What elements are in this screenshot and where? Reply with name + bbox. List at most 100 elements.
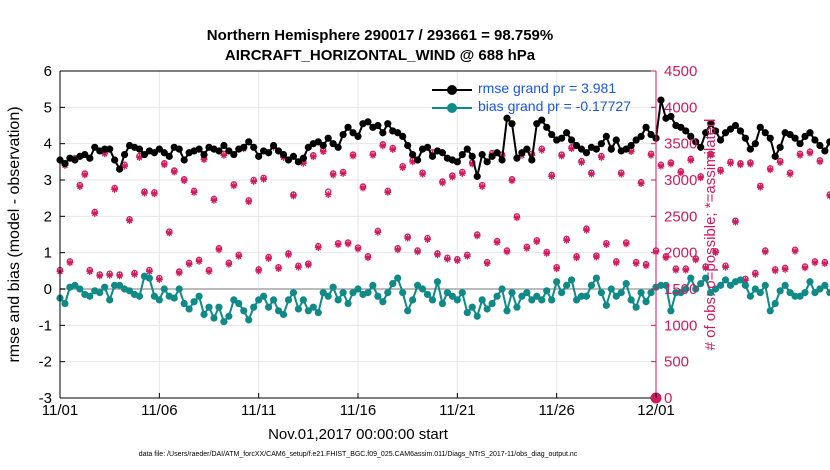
y-tick-label: -2 [39, 354, 52, 371]
obs-assimilated-marker [493, 239, 501, 246]
rmse-marker [687, 132, 695, 140]
bias-marker [250, 303, 258, 311]
y2-tick-label: 1000 [664, 317, 697, 334]
bias-marker [503, 307, 511, 315]
bias-marker [205, 303, 213, 311]
obs-assimilated-marker [106, 271, 114, 279]
rmse-marker [821, 147, 829, 155]
rmse-marker [721, 129, 730, 137]
bias-marker [354, 285, 362, 293]
bias-marker [811, 289, 819, 297]
rmse-marker [657, 96, 665, 104]
obs-assimilated-marker [265, 255, 272, 262]
bias-marker [637, 289, 645, 297]
rmse-marker [274, 147, 283, 155]
rmse-marker [756, 123, 764, 131]
bias-marker [240, 307, 248, 315]
bias-marker [433, 278, 442, 286]
obs-assimilated-marker [682, 266, 690, 274]
obs-assimilated-marker [573, 254, 580, 262]
obs-assimilated-marker [692, 256, 700, 264]
bias-marker [563, 281, 571, 289]
bias-marker [180, 299, 188, 308]
rmse-marker [712, 127, 720, 135]
rmse-marker [577, 145, 586, 153]
rmse-marker [677, 123, 685, 131]
obs-assimilated-marker [136, 154, 143, 161]
rmse-marker [622, 145, 630, 153]
rmse-marker [731, 121, 740, 130]
obs-assimilated-marker [76, 183, 84, 190]
rmse-marker [463, 145, 471, 153]
rmse-marker [791, 134, 799, 142]
obs-assimilated-marker [419, 170, 426, 178]
rmse-marker [473, 172, 481, 180]
obs-assimilated-marker [334, 241, 342, 249]
bias-marker [662, 281, 670, 289]
bias-marker [86, 292, 94, 300]
chart-legend: rmse grand pr = 3.981 bias grand pr = -0… [432, 80, 650, 116]
obs-assimilated-marker [473, 232, 481, 240]
legend-label-rmse: rmse grand pr = 3.981 [478, 80, 617, 96]
obs-assimilated-marker [225, 260, 233, 268]
rmse-marker [642, 123, 650, 131]
obs-assimilated-marker [235, 252, 243, 260]
bias-marker [508, 289, 516, 297]
obs-assimilated-marker [583, 226, 590, 234]
rmse-marker [279, 150, 288, 159]
bias-marker [448, 292, 456, 300]
bias-marker [245, 316, 253, 324]
obs-assimilated-marker [766, 166, 774, 174]
y2-tick-label: 3000 [664, 172, 697, 189]
rmse-marker [716, 136, 725, 144]
rmse-marker [597, 140, 605, 148]
bias-marker [170, 294, 178, 302]
rmse-marker [91, 143, 99, 151]
obs-assimilated-marker [697, 174, 705, 182]
obs-assimilated-marker [424, 236, 431, 243]
rmse-marker [776, 143, 784, 151]
rmse-marker [384, 120, 392, 128]
obs-assimilated-marker [255, 267, 263, 275]
y2-tick-label: 4500 [664, 63, 697, 80]
bias-marker [632, 303, 640, 311]
rmse-marker [349, 129, 357, 137]
bias-marker [801, 289, 809, 297]
bias-marker [418, 285, 427, 293]
obs-assimilated-marker [483, 260, 491, 267]
obs-assimilated-marker [588, 170, 595, 178]
bias-marker [567, 276, 576, 284]
obs-assimilated-marker [344, 240, 352, 248]
rmse-marker [101, 145, 109, 153]
rmse-marker [468, 152, 476, 160]
bias-marker [672, 289, 680, 297]
x-axis-label: Nov.01,2017 00:00:00 start [268, 426, 448, 443]
obs-assimilated-marker [404, 234, 412, 242]
obs-assimilated-marker [275, 265, 282, 273]
bias-marker [374, 292, 382, 300]
obs-assimilated-marker [349, 152, 357, 160]
bias-marker [493, 292, 501, 300]
bias-marker [349, 289, 357, 297]
obs-assimilated-marker [210, 196, 218, 204]
y2-axis-title: # of obs: o=possible; *=assimilated [702, 119, 719, 351]
y-tick-label: 2 [44, 208, 52, 225]
bias-marker [478, 296, 486, 304]
bias-marker [394, 274, 402, 282]
obs-assimilated-marker [717, 167, 724, 175]
bias-marker [274, 307, 283, 315]
bias-marker [339, 289, 347, 297]
rmse-marker [513, 154, 521, 162]
rmse-marker [86, 154, 94, 162]
rmse-marker [702, 129, 710, 137]
rmse-marker [324, 134, 332, 142]
bias-marker [821, 281, 829, 289]
obs-assimilated-marker [637, 180, 645, 188]
rmse-marker [329, 140, 337, 148]
y2-tick-label: 4000 [664, 99, 697, 116]
y-tick-label: 5 [44, 99, 52, 116]
bias-marker [781, 281, 789, 289]
rmse-marker [215, 147, 223, 155]
